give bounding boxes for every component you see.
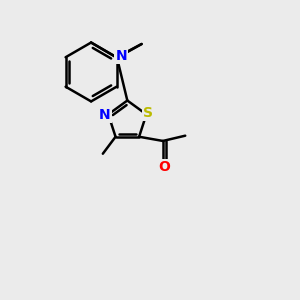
Text: N: N [115,50,127,63]
Text: O: O [158,160,170,174]
Text: N: N [99,108,111,122]
Text: S: S [143,106,153,120]
